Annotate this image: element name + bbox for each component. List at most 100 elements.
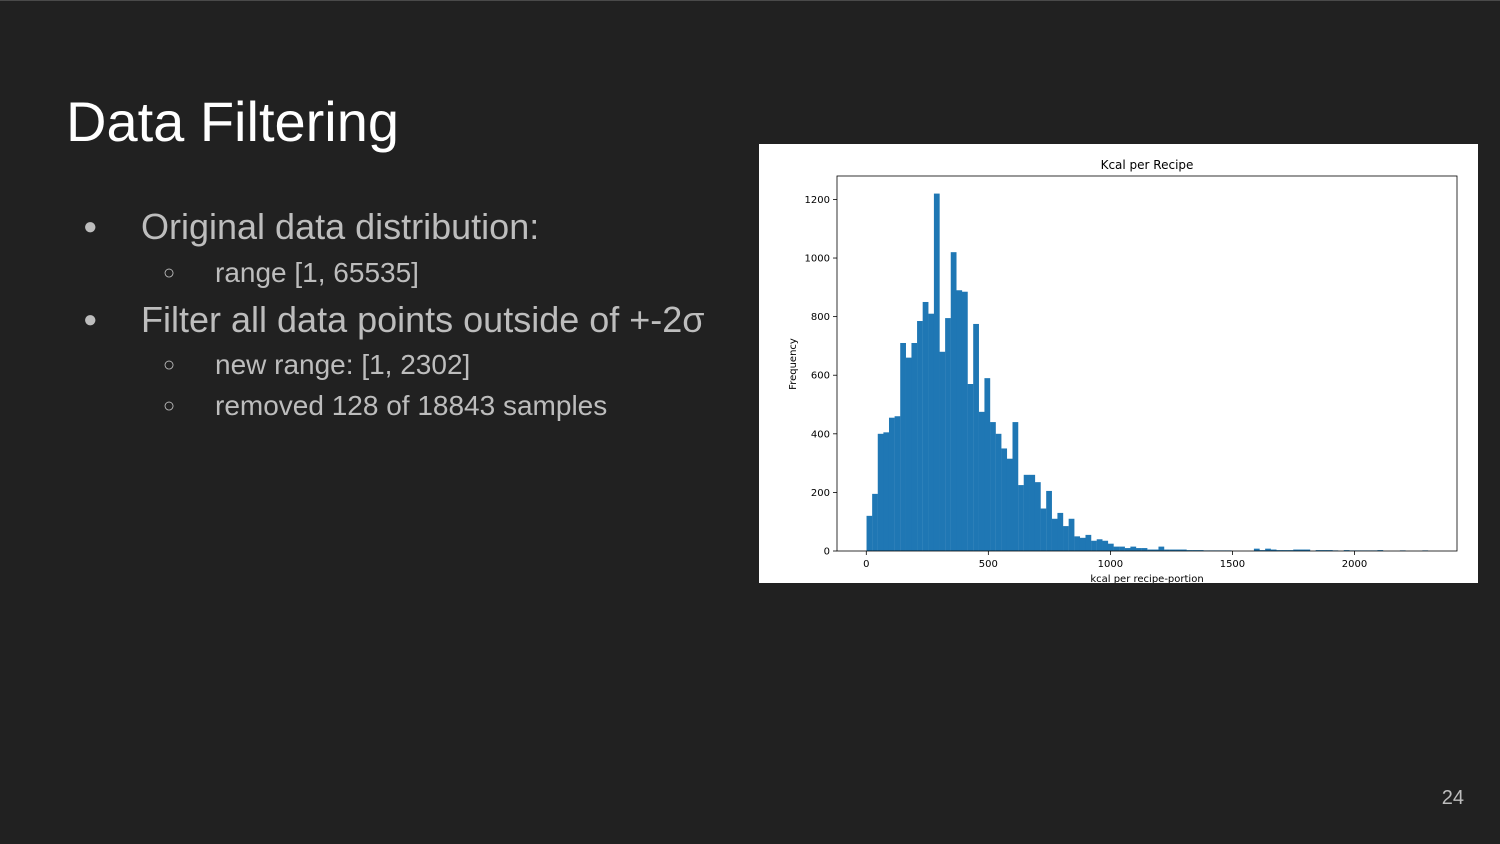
histogram-bar: [922, 301, 929, 551]
y-tick-label: 400: [811, 429, 830, 440]
histogram-bar: [973, 323, 979, 551]
histogram-bar: [995, 433, 1002, 551]
histogram-bar: [1321, 550, 1328, 551]
histogram-bar: [888, 417, 895, 551]
x-axis-label: kcal per recipe-portion: [1090, 574, 1203, 583]
histogram-bar: [1029, 474, 1036, 551]
histogram-bar: [1197, 550, 1204, 551]
histogram-bar: [1012, 422, 1019, 551]
histogram-bar: [1169, 549, 1176, 551]
sub-bullet-item: ○ new range: [1, 2302]: [163, 347, 471, 383]
bullet-text: Filter all data points outside of +-2σ: [141, 299, 705, 340]
histogram-bar: [1001, 448, 1008, 551]
histogram-bar: [984, 378, 991, 551]
histogram-bar: [1107, 543, 1114, 551]
histogram-bar: [928, 313, 935, 551]
sub-bullet-text: range [1, 65535]: [215, 257, 419, 288]
histogram-bar: [1096, 539, 1103, 551]
histogram-bar: [1281, 550, 1288, 551]
x-tick-label: 2000: [1342, 559, 1367, 570]
histogram-bar: [1091, 540, 1097, 551]
histogram-bar: [1034, 482, 1041, 551]
histogram-bar: [1304, 549, 1311, 551]
histogram-bar: [1051, 518, 1058, 551]
histogram-bar: [961, 291, 968, 551]
bullet-item: ● Filter all data points outside of +-2σ: [83, 298, 705, 342]
histogram-bar: [1068, 518, 1075, 551]
histogram-bar: [945, 318, 951, 551]
histogram-bar: [1265, 548, 1271, 551]
histogram-bar: [905, 357, 912, 551]
y-tick-label: 0: [824, 547, 830, 558]
histogram-bar: [1164, 549, 1170, 551]
sub-bullet-item: ○ range [1, 65535]: [163, 255, 419, 291]
y-axis-label: Frequency: [788, 338, 799, 390]
histogram-bar: [1023, 474, 1030, 551]
histogram-bar: [1018, 485, 1024, 551]
histogram-bar: [877, 433, 884, 551]
histogram-bar: [939, 351, 946, 551]
sub-bullet-text: removed 128 of 18843 samples: [215, 390, 608, 421]
top-border: [0, 0, 1500, 1]
y-tick-label: 1200: [805, 195, 830, 206]
filled-bullet-icon: ●: [83, 306, 98, 333]
histogram-bar: [1141, 548, 1148, 551]
histogram-svg: Kcal per Recipe Frequency kcal per recip…: [788, 158, 1458, 583]
histogram-bar: [1293, 549, 1299, 551]
bullet-text: Original data distribution:: [141, 206, 540, 247]
histogram-bar: [917, 321, 923, 551]
histogram-bar: [1040, 508, 1047, 551]
histogram-bar: [1152, 549, 1159, 551]
histogram-bar: [1085, 534, 1092, 551]
bar-group: [866, 193, 1429, 552]
histogram-bar: [1063, 526, 1069, 551]
histogram-chart: Kcal per Recipe Frequency kcal per recip…: [759, 144, 1478, 583]
histogram-bar: [894, 416, 901, 551]
x-tick-label: 1000: [1098, 559, 1123, 570]
y-tick-label: 800: [811, 312, 830, 323]
histogram-bar: [1057, 512, 1064, 551]
bullet-item: ● Original data distribution:: [83, 205, 540, 249]
histogram-bar: [933, 193, 940, 551]
histogram-bar: [872, 493, 878, 551]
histogram-bar: [900, 342, 906, 551]
histogram-bar: [1186, 550, 1193, 551]
hollow-bullet-icon: ○: [163, 395, 176, 417]
filled-bullet-icon: ●: [83, 213, 98, 240]
hollow-bullet-icon: ○: [163, 262, 176, 284]
sub-bullet-text: new range: [1, 2302]: [215, 349, 471, 380]
plot-frame: [836, 175, 1458, 552]
histogram-bar: [1006, 458, 1013, 551]
histogram-bar: [978, 411, 985, 551]
x-tick-label: 1500: [1220, 559, 1245, 570]
histogram-bar: [1377, 550, 1384, 551]
histogram-bar: [883, 432, 890, 551]
histogram-bar: [1113, 546, 1120, 551]
histogram-bar: [866, 515, 873, 551]
histogram-bar: [1253, 548, 1260, 551]
histogram-bar: [1136, 548, 1142, 551]
histogram-bar: [1079, 537, 1086, 551]
x-tick-label: 0: [863, 559, 869, 570]
histogram-bar: [1287, 550, 1294, 551]
histogram-bar: [1124, 548, 1131, 551]
y-tick-label: 1000: [805, 254, 830, 265]
histogram-bar: [1147, 549, 1153, 551]
sub-bullet-item: ○ removed 128 of 18843 samples: [163, 388, 608, 424]
histogram-bar: [1119, 546, 1125, 551]
histogram-bar: [911, 342, 918, 551]
histogram-bar: [1326, 550, 1333, 551]
histogram-bar: [956, 290, 963, 551]
histogram-bar: [1259, 550, 1266, 551]
histogram-bar: [1315, 550, 1322, 551]
y-tick-label: 200: [811, 488, 830, 499]
histogram-bar: [1298, 549, 1305, 551]
histogram-bar: [1192, 550, 1198, 551]
histogram-bar: [1074, 536, 1081, 551]
histogram-bar: [1276, 550, 1283, 551]
histogram-bar: [1158, 546, 1165, 551]
histogram-bar: [1130, 546, 1137, 551]
histogram-bar: [1046, 490, 1052, 551]
hollow-bullet-icon: ○: [163, 354, 176, 376]
histogram-bar: [990, 422, 996, 551]
